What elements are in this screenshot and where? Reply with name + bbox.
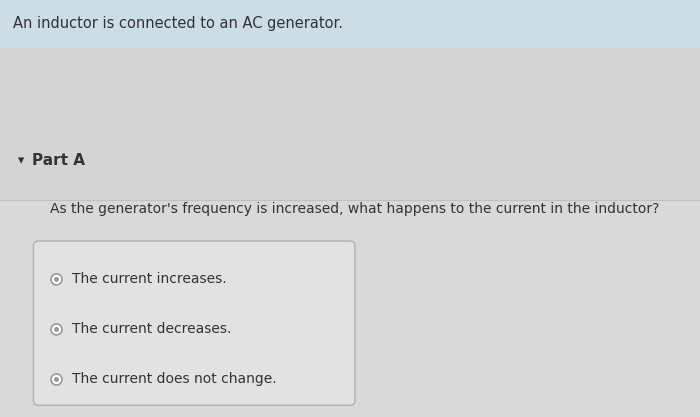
Circle shape (54, 327, 59, 332)
Text: Part A: Part A (32, 153, 85, 168)
Text: An inductor is connected to an AC generator.: An inductor is connected to an AC genera… (13, 17, 343, 31)
Text: The current decreases.: The current decreases. (71, 322, 231, 337)
Text: As the generator's frequency is increased, what happens to the current in the in: As the generator's frequency is increase… (50, 201, 659, 216)
Text: The current increases.: The current increases. (71, 272, 226, 286)
Circle shape (54, 277, 59, 282)
Text: ▾: ▾ (18, 154, 25, 167)
Text: The current does not change.: The current does not change. (71, 372, 276, 387)
Circle shape (51, 374, 62, 385)
Circle shape (51, 274, 62, 285)
Bar (0, 200, 700, 417)
Circle shape (51, 324, 62, 335)
Circle shape (54, 377, 59, 382)
Bar (0, 0, 700, 48)
FancyBboxPatch shape (34, 241, 355, 405)
